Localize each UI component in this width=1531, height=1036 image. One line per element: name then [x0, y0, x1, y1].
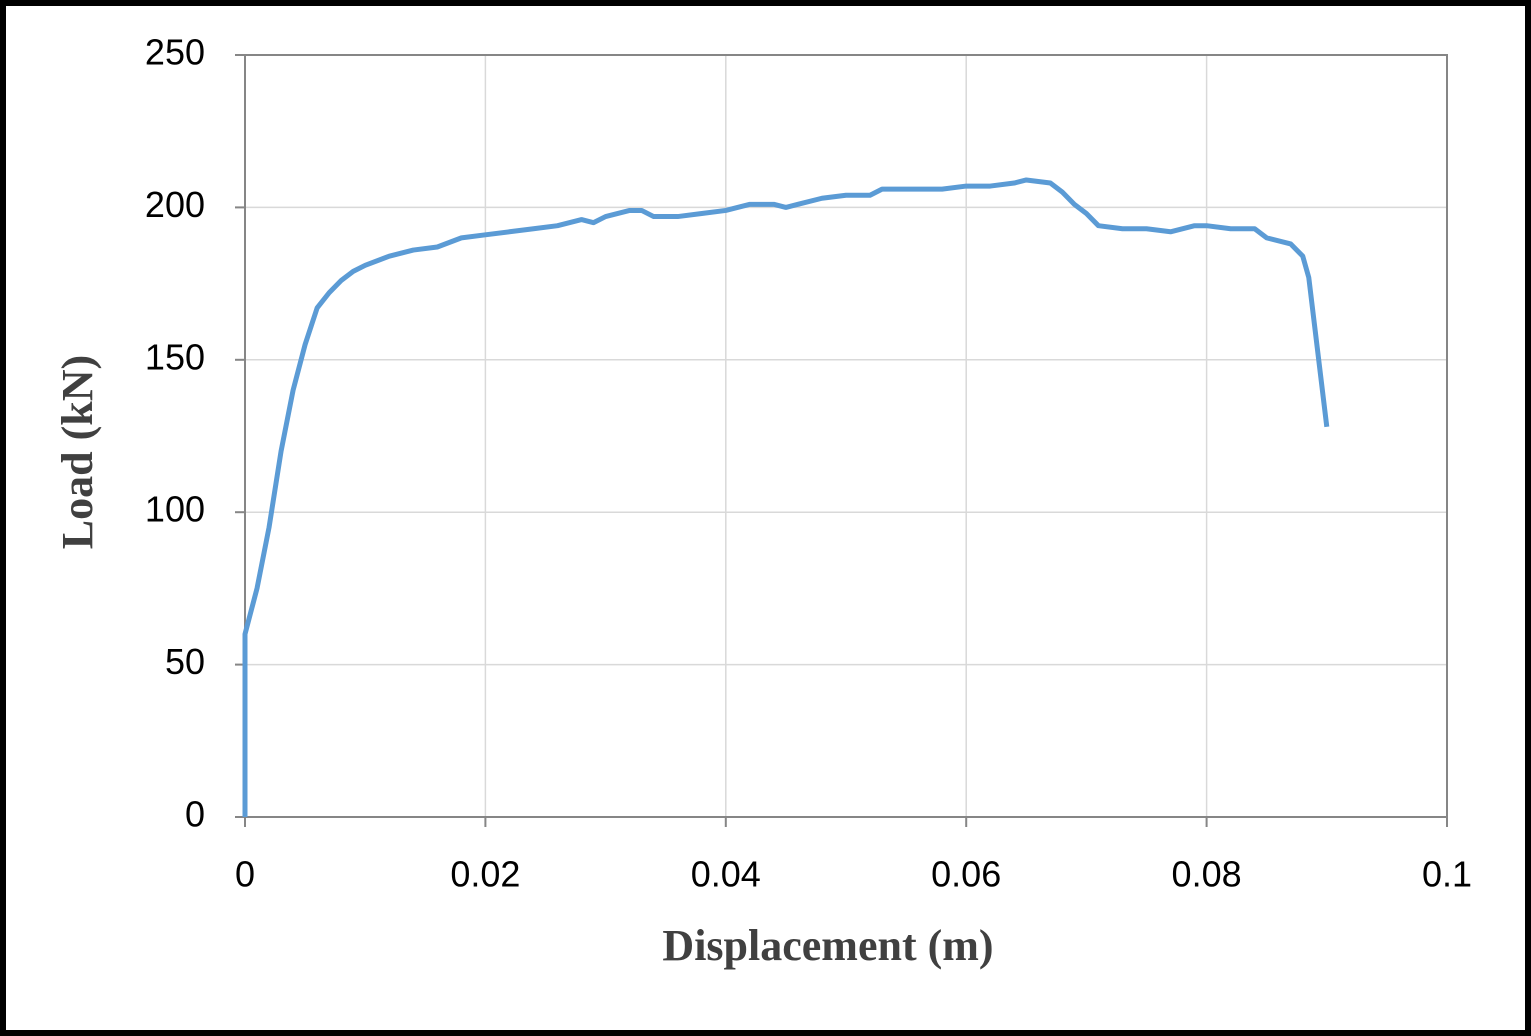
data-line: [242, 177, 1330, 817]
x-tick-label: 0.02: [450, 854, 520, 895]
x-tick-label: 0.1: [1422, 854, 1472, 895]
x-tick-label: 0: [235, 854, 255, 895]
x-tick-label: 0.06: [931, 854, 1001, 895]
y-tick-label: 200: [145, 184, 205, 225]
y-tick-label: 250: [145, 32, 205, 73]
y-tick-label: 50: [165, 641, 205, 682]
plot: [242, 177, 1330, 817]
y-tick-label: 100: [145, 489, 205, 530]
x-tick-label: 0.04: [691, 854, 761, 895]
x-tick-label: 0.08: [1172, 854, 1242, 895]
y-tick-label: 0: [185, 794, 205, 835]
plot-border: [244, 54, 1448, 818]
y-axis-title: Load (kN): [53, 355, 102, 549]
y-tick-label: 150: [145, 336, 205, 377]
x-axis-title: Displacement (m): [662, 921, 993, 970]
grid: 0 50 100 150 200 250 0 0.02 0.04 0.06 0.08 0.1: [145, 32, 1472, 895]
